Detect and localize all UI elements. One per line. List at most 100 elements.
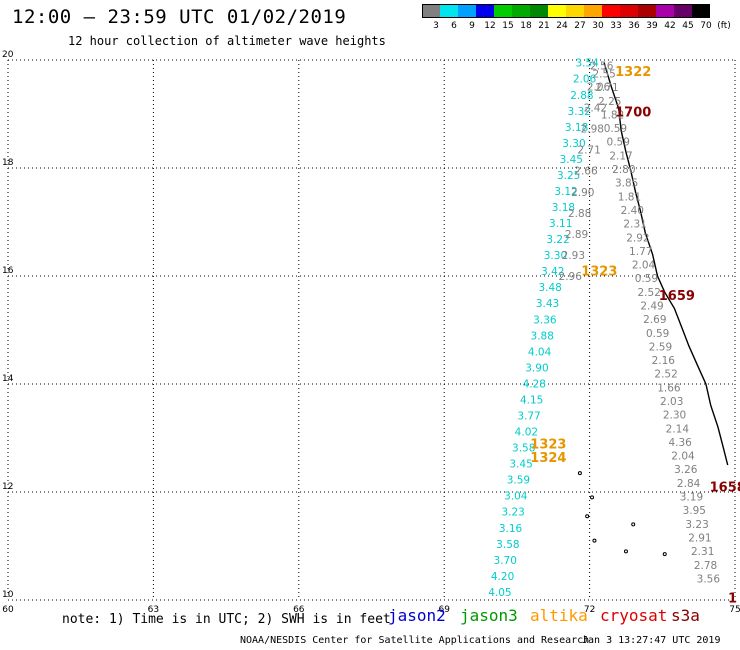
scale-label: 36 xyxy=(628,21,640,31)
pass-number-label: 1658 xyxy=(710,481,740,496)
wave-height-label: 3.45 xyxy=(560,154,583,166)
scale-label: 42 xyxy=(664,21,676,31)
satellite-jason2: jason2 xyxy=(388,606,446,625)
wave-height-label: 2.56 xyxy=(590,60,614,72)
page-title: 12:00 – 23:59 UTC 01/02/2019 xyxy=(12,6,347,28)
scale-swatch-15 xyxy=(494,4,512,18)
wave-height-label: 3.70 xyxy=(494,555,517,567)
pass-number-label: 1659 xyxy=(659,289,695,304)
wave-height-label: 2.80 xyxy=(612,164,635,176)
wave-height-label: 3.45 xyxy=(509,459,532,471)
island xyxy=(585,514,590,519)
pass-number-label: 1323 xyxy=(530,437,566,452)
wave-height-label: 3.30 xyxy=(562,138,585,150)
lon-tick-label: 60 xyxy=(2,605,14,615)
scale-label: 33 xyxy=(610,21,622,31)
wave-height-label: 2.93 xyxy=(562,250,585,262)
wave-height-label: 2.52 xyxy=(654,369,677,381)
lat-tick-label: 10 xyxy=(2,590,14,600)
wave-height-label: 2.71 xyxy=(595,82,618,94)
footnote: note: 1) Time is in UTC; 2) SWH is in fe… xyxy=(62,612,391,627)
scale-swatch-18 xyxy=(512,4,530,18)
lon-tick-label: 63 xyxy=(148,605,159,615)
satellite-s3a: s3a xyxy=(671,606,700,625)
wave-height-label: 4.20 xyxy=(491,571,514,583)
scale-swatch-33 xyxy=(602,4,620,18)
lon-tick-label: 72 xyxy=(584,605,595,615)
scale-swatch-30 xyxy=(584,4,602,18)
wave-height-label: 2.96 xyxy=(559,271,583,283)
wave-height-label: 3.16 xyxy=(499,523,523,535)
wave-height-label: 3.95 xyxy=(683,505,706,517)
wave-height-label: 2.06 xyxy=(573,74,597,86)
wave-height-label: 2.16 xyxy=(652,355,676,367)
scale-label: 39 xyxy=(646,21,658,31)
wave-height-label: 0.59 xyxy=(635,273,658,285)
island xyxy=(662,552,667,557)
wave-height-label: 2.88 xyxy=(568,208,591,220)
lat-tick-label: 18 xyxy=(2,158,14,168)
scale-swatch-45 xyxy=(674,4,692,18)
wave-height-label: 2.40 xyxy=(621,205,644,217)
wave-height-label: 4.15 xyxy=(520,394,543,406)
satellite-jason3: jason3 xyxy=(460,606,518,625)
wave-height-label: 2.31 xyxy=(623,219,646,231)
wave-height-label: 3.54 xyxy=(575,58,599,70)
wave-height-label: 4.04 xyxy=(528,346,552,358)
wave-height-label: 3.26 xyxy=(674,464,698,476)
wave-height-label: 3.22 xyxy=(546,234,569,246)
scale-swatch-9 xyxy=(458,4,476,18)
scale-swatch-39 xyxy=(638,4,656,18)
wave-height-label: 2.04 xyxy=(632,260,656,272)
wave-height-label: 3.36 xyxy=(533,314,557,326)
scale-swatch-6 xyxy=(440,4,458,18)
wave-height-label: 3.23 xyxy=(501,507,524,519)
wave-height-label: 2.59 xyxy=(649,341,672,353)
wave-height-label: 1.81 xyxy=(618,191,641,203)
coastline xyxy=(603,62,729,466)
timestamp: Jan 3 13:27:47 UTC 2019 xyxy=(582,635,721,646)
wave-height-label: 1.77 xyxy=(629,246,652,258)
wave-height-label: 2.30 xyxy=(663,410,686,422)
wave-height-label: 2.91 xyxy=(688,532,711,544)
scale-label: 45 xyxy=(682,21,694,31)
scale-swatch-21 xyxy=(530,4,548,18)
wave-height-label: 2.49 xyxy=(640,300,663,312)
wave-height-label: 3.23 xyxy=(685,519,708,531)
pass-number-label: 1323 xyxy=(581,265,617,280)
wave-height-label: 2.89 xyxy=(565,229,588,241)
wave-height-label: 2.55 xyxy=(592,69,615,81)
wave-height-label: 3.30 xyxy=(544,250,567,262)
wave-height-label: 1.66 xyxy=(657,382,681,394)
lat-tick-label: 12 xyxy=(2,482,13,492)
wave-height-label: 3.18 xyxy=(565,122,588,134)
island xyxy=(577,471,582,476)
scale-label: 70 xyxy=(700,21,712,31)
wave-height-label: 3.56 xyxy=(697,573,721,585)
wave-height-label: 3.19 xyxy=(680,492,703,504)
wave-height-label: 0.59 xyxy=(646,328,669,340)
lon-tick-label: 69 xyxy=(438,605,450,615)
wave-height-label: 2.06 xyxy=(587,81,611,93)
wave-height-label: 3.77 xyxy=(517,411,540,423)
wave-height-label: 3.12 xyxy=(554,186,577,198)
scale-label: 18 xyxy=(520,21,532,31)
scale-swatch-3 xyxy=(422,4,440,18)
scale-swatch-42 xyxy=(656,4,674,18)
wave-height-label: 2.17 xyxy=(609,150,632,162)
wave-height-label: 2.03 xyxy=(660,396,683,408)
page-subtitle: 12 hour collection of altimeter wave hei… xyxy=(68,34,386,48)
satellite-altika: altika xyxy=(530,606,588,625)
wave-height-label: 4.05 xyxy=(488,587,511,599)
wave-height-label: 2.66 xyxy=(574,166,598,178)
wave-height-label: 2.88 xyxy=(570,90,593,102)
scale-swatch-27 xyxy=(566,4,584,18)
wave-height-label: 2.69 xyxy=(643,314,666,326)
wave-height-label: 1.82 xyxy=(601,109,624,121)
wave-height-label: 4.02 xyxy=(515,427,538,439)
wave-height-label: 2.04 xyxy=(671,451,695,463)
wave-height-label: 3.18 xyxy=(552,202,575,214)
wave-height-label: 3.43 xyxy=(536,298,559,310)
lat-tick-label: 16 xyxy=(2,266,14,276)
